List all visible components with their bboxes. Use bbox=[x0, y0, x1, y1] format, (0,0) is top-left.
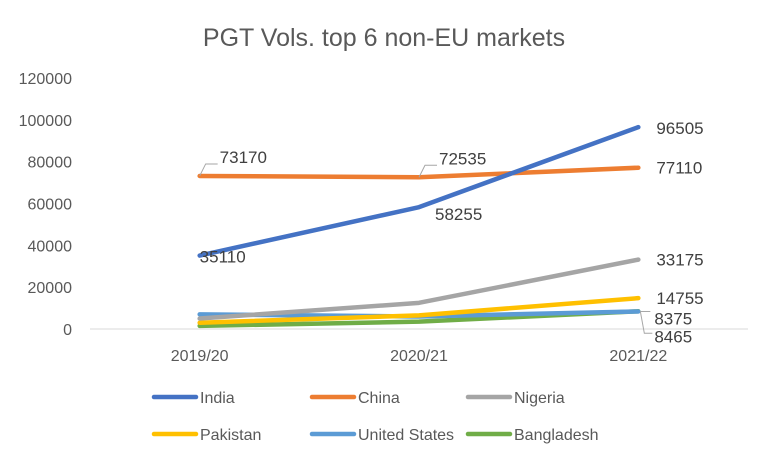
series-line-china bbox=[197, 165, 641, 180]
y-tick-label: 80000 bbox=[28, 155, 73, 172]
label-leader-line bbox=[418, 164, 437, 178]
data-label: 77110 bbox=[656, 159, 702, 178]
series-line-india bbox=[197, 124, 641, 258]
series-lines bbox=[197, 124, 641, 329]
data-label: 58255 bbox=[435, 205, 482, 224]
x-tick-label: 2021/22 bbox=[609, 348, 667, 365]
data-labels: 35110 58255 96505 73170 72535 77110 33175 14755… bbox=[199, 119, 704, 346]
y-tick-label: 100000 bbox=[19, 113, 72, 130]
data-label: 14755 bbox=[656, 289, 703, 308]
data-label: 96505 bbox=[656, 119, 703, 138]
y-tick-label: 60000 bbox=[28, 197, 73, 214]
chart-title: PGT Vols. top 6 non-EU markets bbox=[203, 24, 565, 52]
legend-label: China bbox=[358, 390, 400, 407]
x-tick-label: 2019/20 bbox=[171, 348, 229, 365]
legend-label: Bangladesh bbox=[514, 427, 599, 444]
data-label: 73170 bbox=[220, 148, 267, 167]
data-label: 8375 bbox=[654, 309, 692, 328]
legend-label: Pakistan bbox=[200, 427, 261, 444]
label-leader-line bbox=[639, 311, 653, 334]
y-tick-label: 40000 bbox=[28, 238, 73, 255]
series-line-nigeria bbox=[197, 257, 641, 321]
y-tick-label: 20000 bbox=[28, 280, 73, 297]
axes: 0 20000 40000 60000 80000 100000 120000 2019/20… bbox=[19, 71, 748, 365]
legend-label: India bbox=[200, 390, 235, 407]
legend-label: United States bbox=[358, 427, 454, 444]
y-tick-label: 0 bbox=[63, 322, 72, 339]
data-label: 72535 bbox=[439, 149, 486, 168]
label-leader-line bbox=[199, 163, 218, 177]
legend: India China Nigeria Pakistan United States Ba… bbox=[151, 390, 599, 444]
data-label: 35110 bbox=[200, 248, 246, 267]
x-tick-label: 2020/21 bbox=[390, 348, 448, 365]
data-label: 33175 bbox=[656, 251, 703, 270]
series-line-pakistan bbox=[197, 295, 641, 325]
y-tick-label: 120000 bbox=[19, 71, 72, 88]
legend-label: Nigeria bbox=[514, 390, 565, 407]
data-label: 8465 bbox=[654, 327, 692, 346]
